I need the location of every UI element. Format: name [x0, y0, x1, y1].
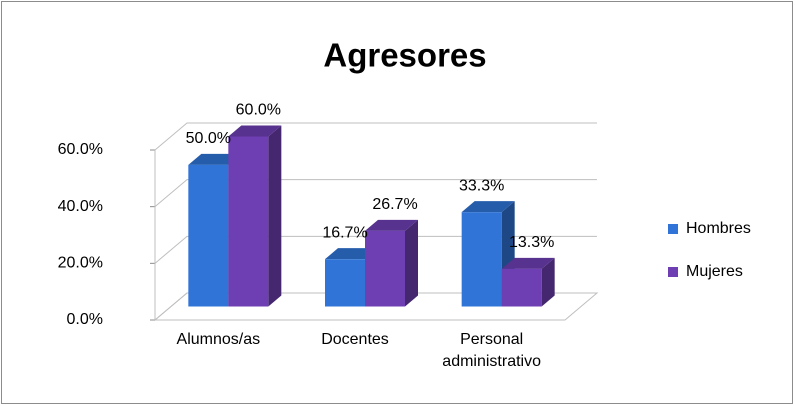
- x-tick-label: Alumnos/as: [176, 331, 261, 348]
- data-label: 33.3%: [459, 177, 504, 194]
- bar: [365, 230, 405, 307]
- bar-side: [268, 125, 282, 307]
- bar-top: [228, 125, 282, 137]
- bar-top: [501, 257, 555, 269]
- bar-top: [325, 248, 378, 260]
- legend-swatch: [668, 224, 678, 234]
- data-label: 16.7%: [322, 224, 367, 241]
- bar: [325, 259, 365, 307]
- legend-swatch: [668, 267, 678, 277]
- bar: [501, 268, 542, 307]
- data-label: 50.0%: [186, 130, 231, 147]
- data-label: 13.3%: [509, 234, 554, 251]
- data-label: 26.7%: [372, 196, 417, 213]
- chart-title: Agresores: [323, 37, 486, 74]
- x-tick-label: Docentes: [321, 331, 389, 348]
- grid-line: [154, 235, 597, 264]
- bar-top: [461, 201, 515, 213]
- x-tick-label: Personal administrativo: [442, 331, 541, 370]
- grid-line: [154, 292, 597, 321]
- y-tick-label: 40.0%: [58, 198, 103, 215]
- grid-line: [154, 179, 597, 208]
- grid-line: [154, 122, 597, 151]
- bar: [228, 136, 269, 307]
- bar-top: [365, 219, 418, 231]
- bar-side: [541, 257, 555, 307]
- legend-label: Hombres: [686, 220, 751, 237]
- y-tick-label: 60.0%: [58, 141, 103, 158]
- data-label: 60.0%: [236, 102, 281, 119]
- bar-side: [405, 219, 418, 307]
- bar: [461, 212, 502, 307]
- bar-top: [188, 153, 242, 165]
- bar: [188, 164, 229, 307]
- y-tick-label: 0.0%: [67, 311, 103, 328]
- legend-label: Mujeres: [686, 263, 743, 280]
- y-tick-label: 20.0%: [58, 255, 103, 272]
